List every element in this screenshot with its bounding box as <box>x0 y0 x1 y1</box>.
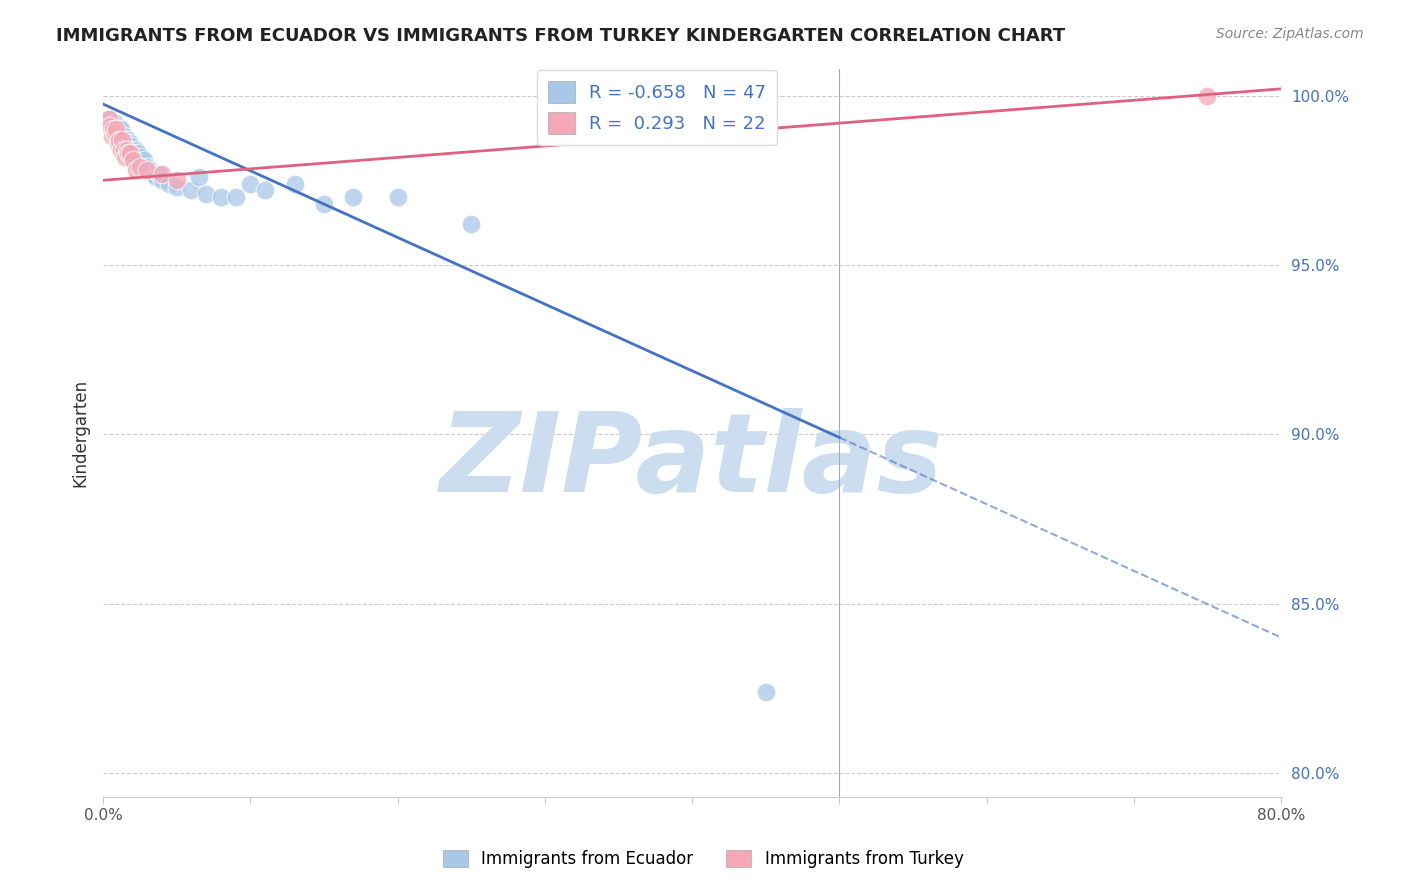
Text: ZIPatlas: ZIPatlas <box>440 409 943 516</box>
Point <box>98 112 121 127</box>
Point <box>103 116 125 130</box>
Legend: R = -0.658   N = 47, R =  0.293   N = 22: R = -0.658 N = 47, R = 0.293 N = 22 <box>537 70 778 145</box>
Point <box>134 153 156 167</box>
Point <box>112 143 135 157</box>
Point <box>101 129 124 144</box>
Point <box>129 160 152 174</box>
Point <box>312 197 335 211</box>
Point <box>142 167 165 181</box>
Point <box>111 133 134 147</box>
Point <box>120 139 142 153</box>
Point <box>110 143 132 157</box>
Point <box>136 160 159 174</box>
Point <box>114 150 136 164</box>
Point <box>112 129 135 144</box>
Point <box>124 143 146 157</box>
Point <box>121 153 143 167</box>
Point <box>98 112 121 127</box>
Point <box>132 156 155 170</box>
Point <box>225 190 247 204</box>
Point <box>107 136 129 150</box>
Point <box>254 184 277 198</box>
Point <box>124 163 146 178</box>
Point <box>125 150 148 164</box>
Y-axis label: Kindergarten: Kindergarten <box>72 378 89 487</box>
Point <box>150 173 173 187</box>
Point <box>387 190 409 204</box>
Point <box>101 119 124 133</box>
Point <box>105 122 128 136</box>
Point <box>157 177 180 191</box>
Point <box>104 116 127 130</box>
Point <box>110 122 132 136</box>
Legend: Immigrants from Ecuador, Immigrants from Turkey: Immigrants from Ecuador, Immigrants from… <box>436 843 970 875</box>
Point <box>111 129 134 144</box>
Point <box>118 143 141 157</box>
Point <box>117 133 139 147</box>
Point <box>108 133 131 147</box>
Point <box>118 136 141 150</box>
Point <box>283 177 305 191</box>
Point <box>115 143 138 157</box>
Text: Source: ZipAtlas.com: Source: ZipAtlas.com <box>1216 27 1364 41</box>
Point <box>104 126 127 140</box>
Point <box>180 184 202 198</box>
Point <box>460 217 482 231</box>
Point <box>108 122 131 136</box>
Point <box>117 146 139 161</box>
Point <box>342 190 364 204</box>
Point <box>239 177 262 191</box>
Point <box>209 190 232 204</box>
Point <box>115 136 138 150</box>
Point <box>129 153 152 167</box>
Point <box>145 169 167 184</box>
Point <box>131 150 153 164</box>
Point <box>105 122 128 136</box>
Point <box>139 163 162 178</box>
Point <box>1197 88 1219 103</box>
Point <box>148 167 170 181</box>
Point <box>103 122 125 136</box>
Point <box>127 146 149 161</box>
Point <box>755 684 778 698</box>
Point <box>195 186 218 201</box>
Point <box>150 167 173 181</box>
Point <box>107 126 129 140</box>
Point <box>121 143 143 157</box>
Point <box>166 180 188 194</box>
Point <box>187 169 209 184</box>
Point <box>100 119 122 133</box>
Point <box>135 160 157 174</box>
Text: IMMIGRANTS FROM ECUADOR VS IMMIGRANTS FROM TURKEY KINDERGARTEN CORRELATION CHART: IMMIGRANTS FROM ECUADOR VS IMMIGRANTS FR… <box>56 27 1066 45</box>
Point <box>122 146 145 161</box>
Point <box>166 173 188 187</box>
Point <box>114 133 136 147</box>
Point <box>118 146 141 161</box>
Point <box>136 163 159 178</box>
